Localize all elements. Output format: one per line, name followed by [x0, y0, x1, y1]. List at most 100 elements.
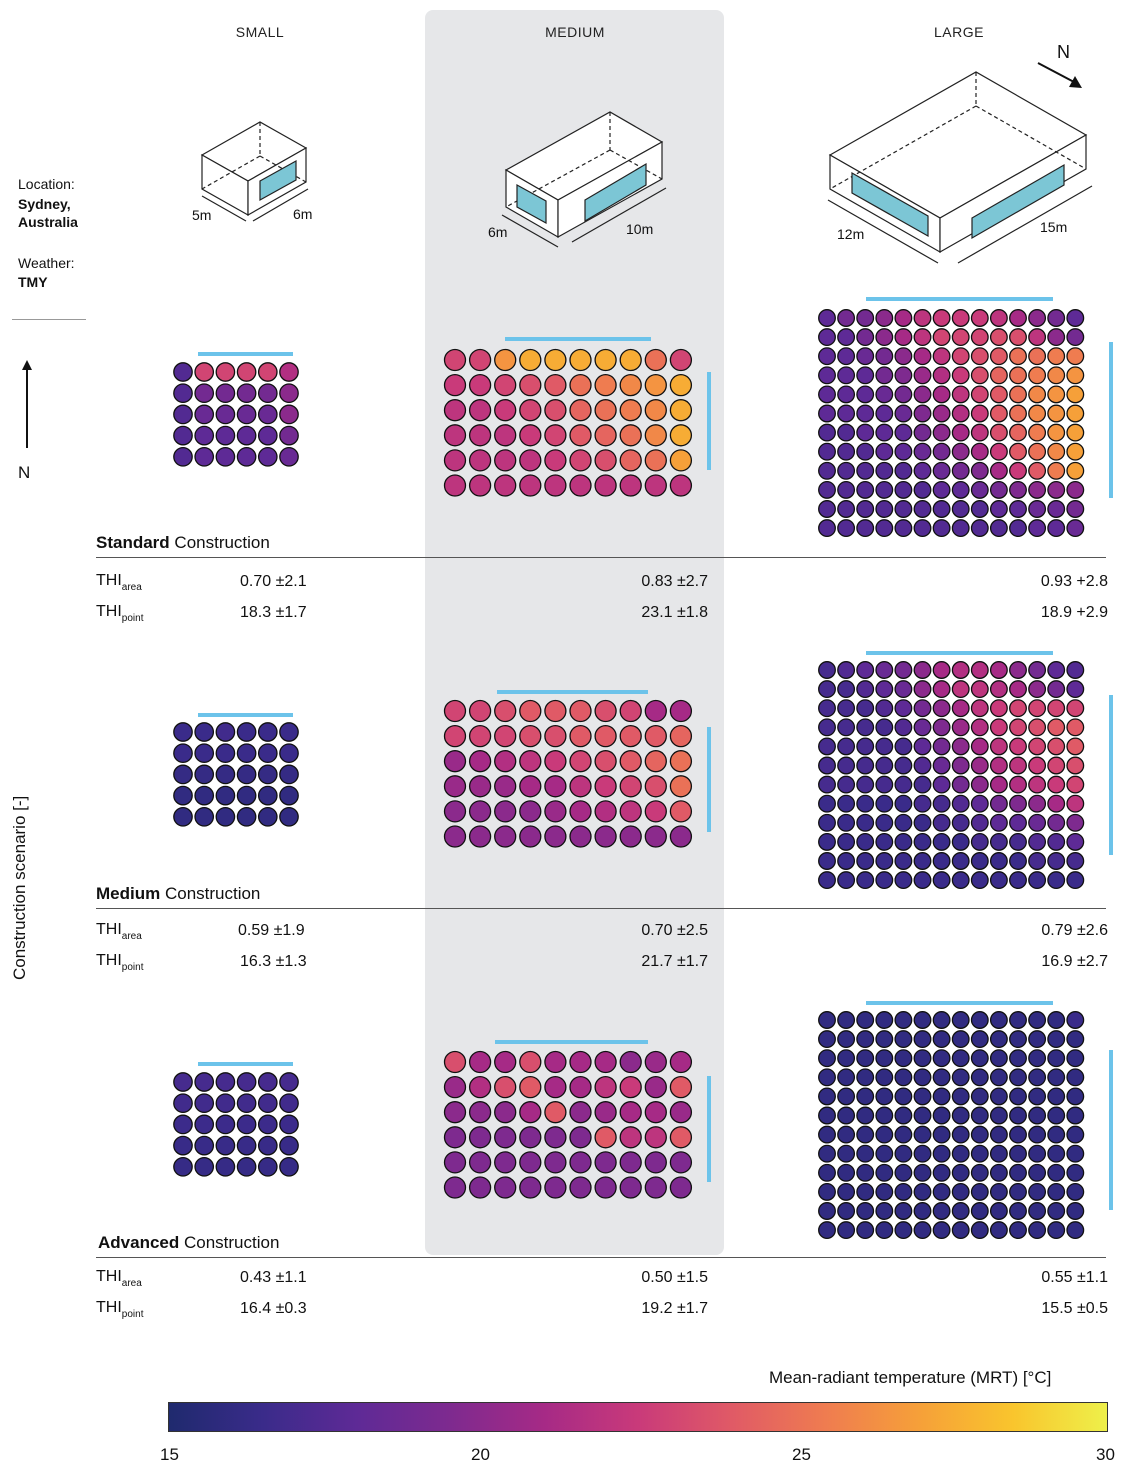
mrt-sensor-point: [594, 1075, 617, 1099]
mrt-sensor-point: [257, 1093, 278, 1114]
mrt-sensor-point: [856, 832, 875, 851]
small-building-icon: [200, 121, 309, 222]
mrt-sensor-point: [173, 404, 193, 425]
mrt-sensor-point: [875, 794, 894, 813]
mrt-sensor-point: [669, 424, 693, 447]
mrt-sensor-point: [875, 832, 894, 851]
thi-area-large: 0.55 ±1.1: [1041, 1269, 1108, 1286]
weather-value: TMY: [18, 274, 48, 290]
mrt-sensor-point: [837, 309, 856, 327]
mrt-sensor-point: [875, 1221, 894, 1240]
mrt-sensor-point: [894, 1125, 913, 1144]
mrt-sensor-point: [856, 1202, 875, 1220]
mrt-sensor-point: [215, 1156, 236, 1177]
mrt-sensor-point: [837, 500, 856, 518]
mrt-sensor-point: [519, 1050, 542, 1074]
mrt-sensor-point: [1066, 404, 1085, 423]
mrt-sensor-point: [970, 1087, 989, 1106]
mrt-sensor-point: [875, 1163, 894, 1182]
mrt-sensor-point: [1028, 871, 1047, 890]
mrt-sensor-point: [1066, 813, 1085, 832]
mrt-sensor-point: [1009, 1106, 1027, 1125]
mrt-sensor-point: [619, 724, 642, 748]
mrt-sensor-point: [894, 423, 913, 442]
mrt-sensor-point: [837, 423, 856, 442]
mrt-sensor-point: [1066, 309, 1085, 327]
mrt-sensor-point: [1066, 1163, 1085, 1182]
mrt-sensor-point: [837, 461, 856, 480]
mrt-sensor-point: [913, 1106, 932, 1125]
mrt-sensor-point: [1028, 461, 1047, 480]
mrt-sensor-point: [569, 1050, 592, 1074]
mrt-sensor-point: [837, 852, 856, 870]
mrt-sensor-point: [257, 404, 278, 425]
mrt-sensor-point: [970, 1144, 989, 1163]
mrt-sensor-point: [644, 1176, 667, 1199]
mrt-sensor-point: [1047, 1011, 1066, 1029]
mrt-sensor-point: [257, 1135, 278, 1156]
mrt-sensor-point: [932, 500, 951, 518]
mrt-sensor-point: [619, 699, 642, 723]
mrt-sensor-point: [1028, 480, 1047, 499]
mrt-sensor-point: [970, 813, 989, 832]
mrt-sensor-point: [619, 800, 642, 823]
mrt-sensor-point: [644, 449, 667, 472]
mrt-sensor-point: [913, 661, 932, 679]
mrt-sensor-point: [1028, 1202, 1047, 1220]
mrt-sensor-point: [544, 1101, 567, 1124]
mrt-sensor-point: [970, 1030, 989, 1049]
mrt-sensor-point: [913, 1221, 932, 1240]
mrt-sensor-point: [951, 737, 970, 756]
mrt-sensor-point: [644, 775, 667, 798]
mrt-sensor-point: [951, 442, 970, 461]
mrt-sensor-point: [1028, 832, 1047, 851]
mrt-sensor-point: [1028, 423, 1047, 442]
mrt-sensor-point: [989, 500, 1008, 518]
mrt-sensor-point: [989, 366, 1008, 385]
mrt-sensor-point: [875, 404, 894, 423]
sidebar-divider: [12, 319, 86, 320]
mrt-sensor-point: [594, 825, 617, 848]
mrt-sensor-point: [856, 366, 875, 385]
mrt-sensor-point: [913, 794, 932, 813]
mrt-sensor-point: [989, 442, 1008, 461]
mrt-sensor-point: [1047, 309, 1066, 327]
mrt-sensor-point: [173, 1114, 193, 1135]
mrt-sensor-point: [875, 1106, 894, 1125]
mrt-sensor-point: [932, 1163, 951, 1182]
mrt-sensor-point: [669, 474, 693, 497]
mrt-sensor-point: [669, 724, 693, 748]
location-label: Location:: [18, 176, 75, 192]
mrt-sensor-point: [856, 385, 875, 404]
mrt-sensor-point: [837, 756, 856, 775]
mrt-sensor-point: [913, 385, 932, 404]
mrt-sensor-point: [443, 1101, 467, 1124]
mrt-sensor-point: [856, 871, 875, 890]
mrt-sensor-point: [856, 1163, 875, 1182]
mrt-sensor-point: [875, 661, 894, 679]
mrt-sensor-point: [519, 399, 542, 422]
mrt-sensor-point: [1047, 871, 1066, 890]
thi-point-label: THIpoint: [96, 603, 144, 624]
mrt-sensor-point: [1066, 1106, 1085, 1125]
mrt-sensor-point: [494, 348, 517, 372]
mrt-sensor-point: [932, 871, 951, 890]
mrt-sensor-point: [875, 1182, 894, 1201]
mrt-sensor-point: [989, 1087, 1008, 1106]
mrt-sensor-point: [894, 661, 913, 679]
mrt-sensor-point: [1028, 1087, 1047, 1106]
mrt-sensor-point: [1047, 500, 1066, 518]
mrt-sensor-point: [1009, 718, 1027, 737]
mrt-sensor-point: [951, 1125, 970, 1144]
mrt-sensor-point: [913, 775, 932, 794]
mrt-sensor-point: [1066, 347, 1085, 366]
mrt-sensor-point: [194, 806, 215, 827]
scenario-divider-standard: [96, 557, 1106, 558]
thi-point-medium: 21.7 ±1.7: [641, 953, 708, 970]
mrt-sensor-point: [1028, 661, 1047, 679]
mrt-sensor-point: [443, 724, 467, 748]
mrt-sensor-point: [970, 794, 989, 813]
mrt-sensor-point: [644, 1126, 667, 1149]
mrt-sensor-point: [818, 1030, 836, 1049]
mrt-sensor-point: [1047, 1106, 1066, 1125]
